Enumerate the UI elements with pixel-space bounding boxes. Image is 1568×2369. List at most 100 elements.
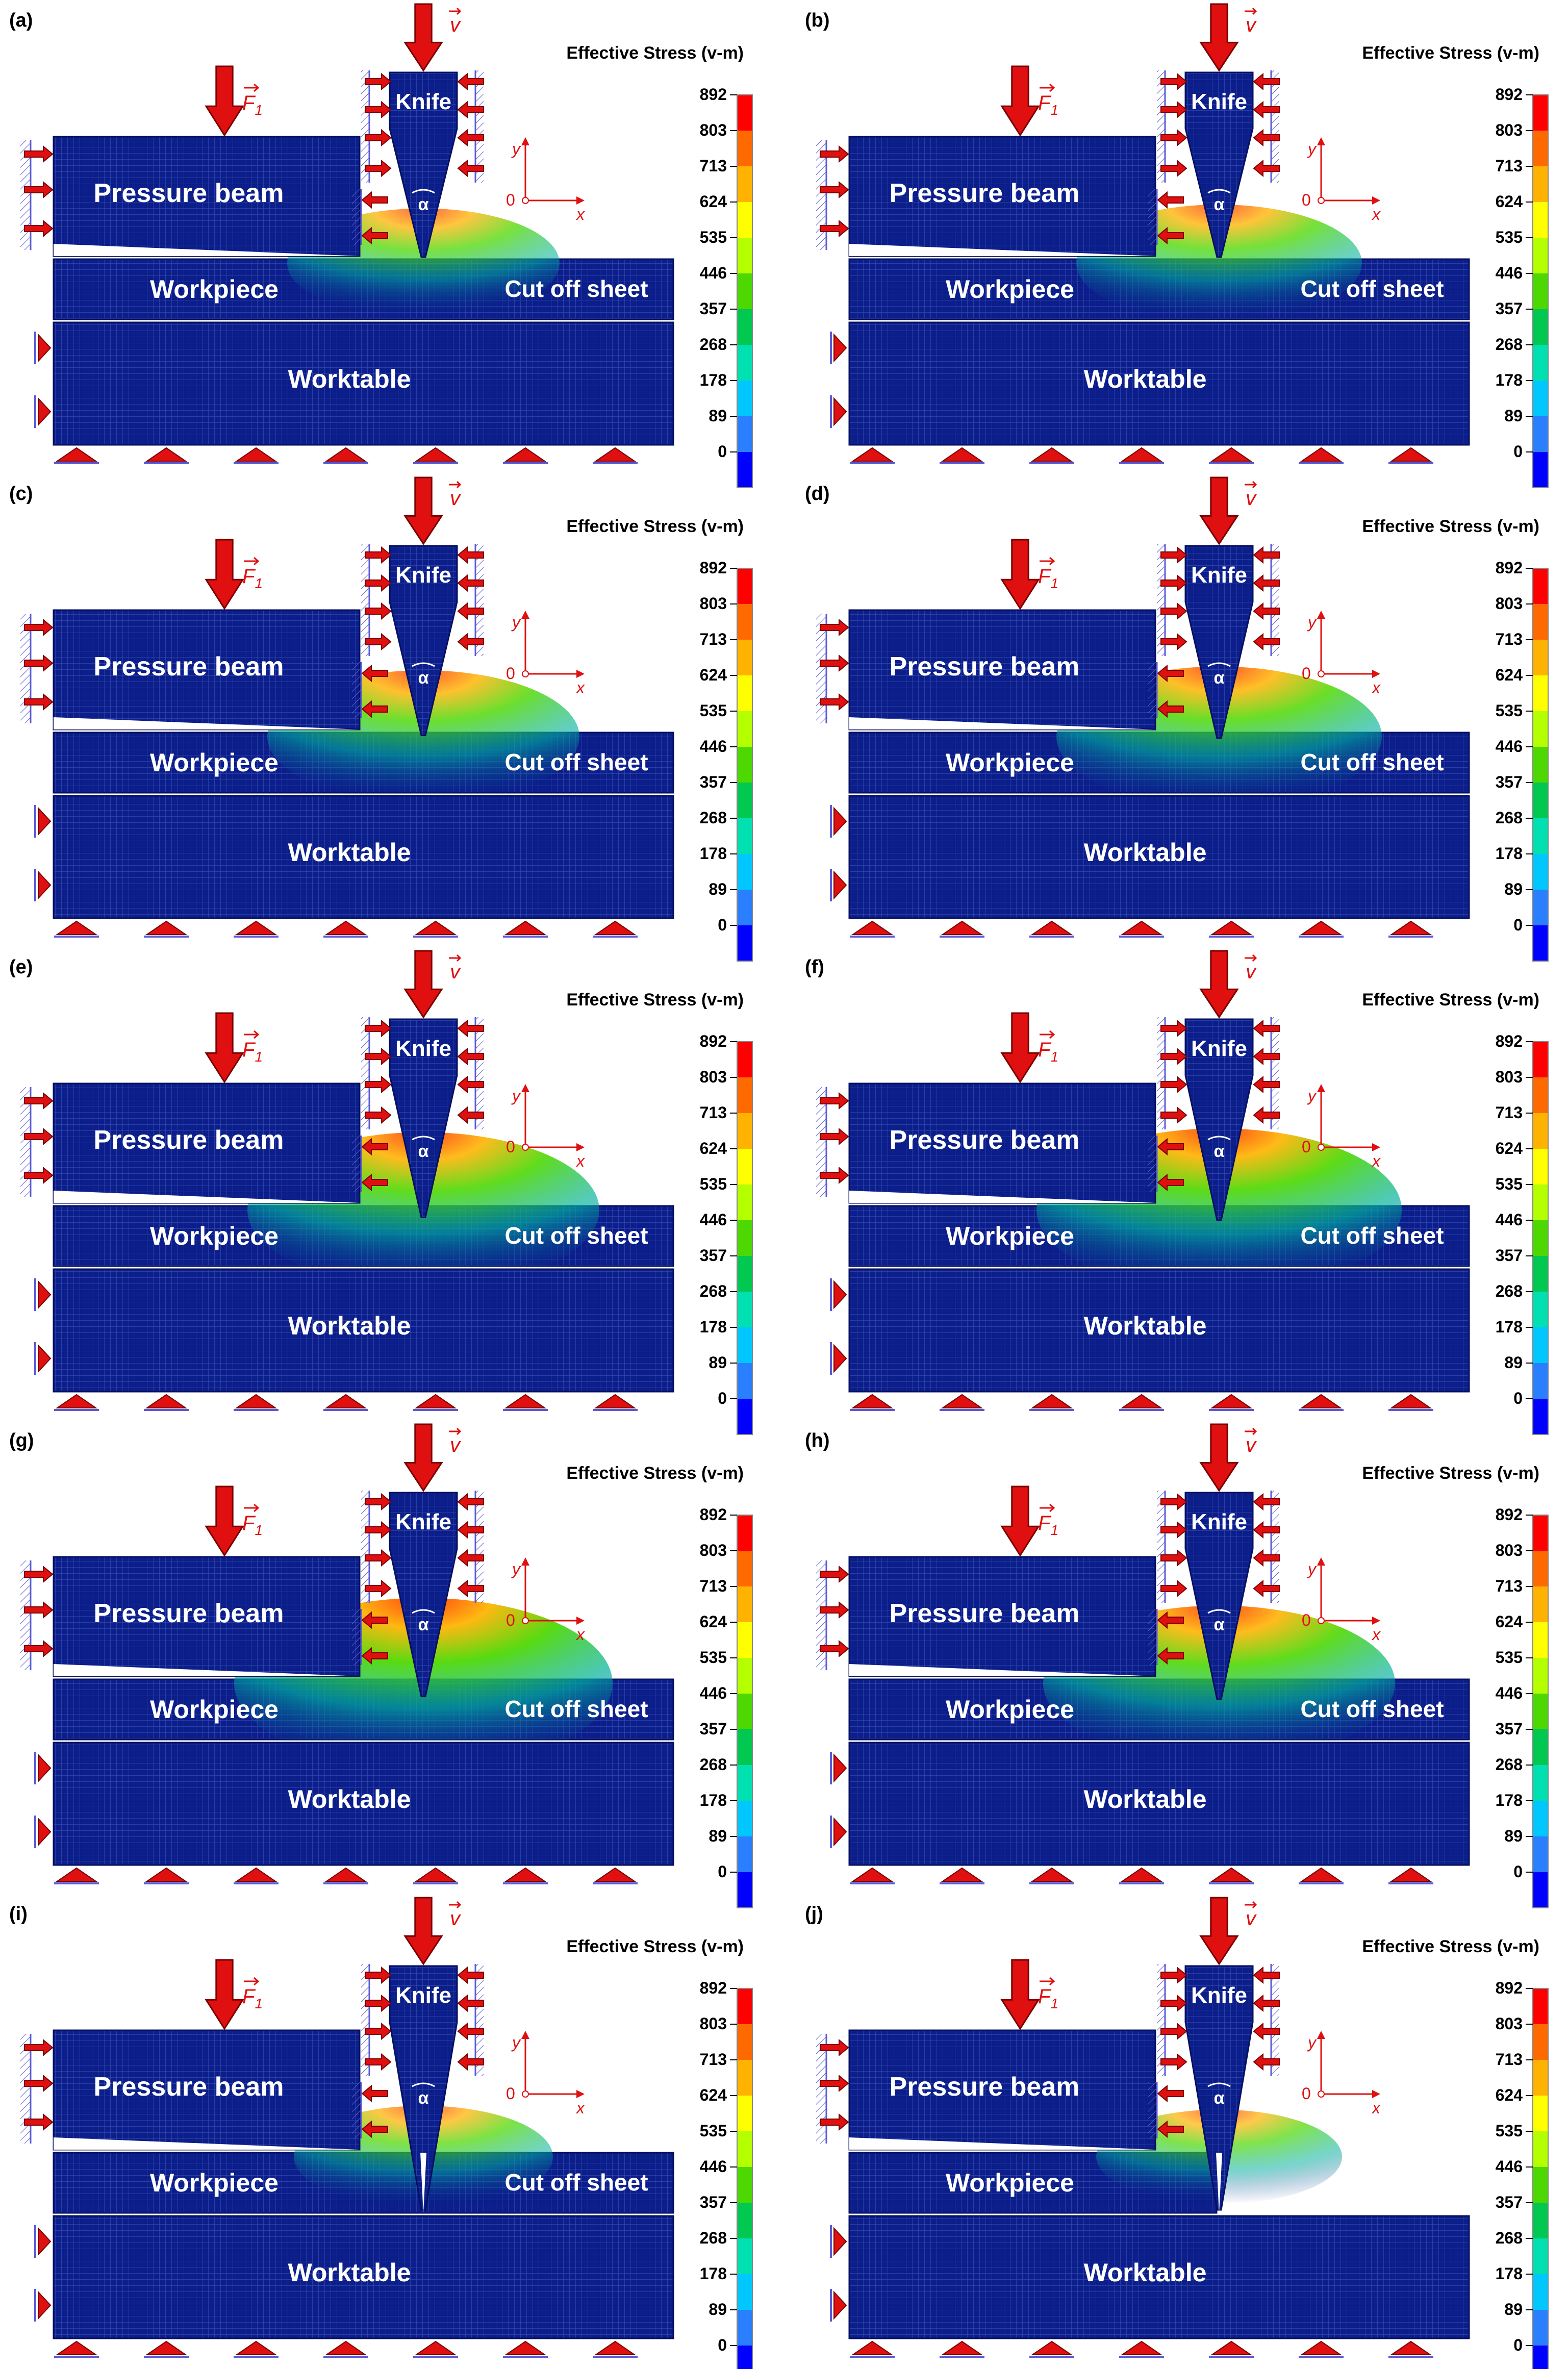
constraint-arrow <box>820 145 849 163</box>
y-axis-label: y <box>1307 613 1317 632</box>
legend-color-swatch <box>737 1077 752 1113</box>
velocity-arrow <box>403 950 443 1019</box>
worktable-label: Worktable <box>288 838 411 867</box>
legend-value: 713 <box>1496 630 1523 648</box>
constraint-hatch <box>1148 2082 1157 2138</box>
constraint-arrow <box>1160 1493 1187 1511</box>
legend-value: 268 <box>700 1282 727 1300</box>
constraint-arrow <box>361 191 388 209</box>
legend-color-swatch <box>1533 568 1548 604</box>
x-axis-label: x <box>575 1625 585 1644</box>
legend-value: 268 <box>1496 809 1523 827</box>
constraint-hatch <box>361 70 369 183</box>
constraint-hatch <box>20 1087 31 1197</box>
panel-tag: (j) <box>805 1903 823 1925</box>
constraint-arrow <box>24 618 54 637</box>
legend-color-swatch <box>737 345 752 381</box>
legend-color-swatch <box>737 2238 752 2274</box>
legend-color-swatch <box>1533 854 1548 890</box>
constraint-arrow <box>24 2074 54 2093</box>
worktable-label: Worktable <box>288 1785 411 1813</box>
legend-value: 446 <box>700 2157 727 2176</box>
force-arrow-f1 <box>1000 1959 1040 2030</box>
legend-bar-outline <box>1532 1515 1549 1908</box>
legend-value: 535 <box>700 228 727 246</box>
vector-overbar <box>1040 83 1055 92</box>
vector-overbar <box>449 1427 462 1435</box>
legend-color-swatch <box>1533 309 1548 345</box>
panel-tag: (c) <box>9 483 33 505</box>
legend-color-swatch <box>737 2096 752 2131</box>
support-triangle <box>1120 1867 1163 1882</box>
legend-color-swatch <box>737 2131 752 2167</box>
constraint-arrow <box>820 1092 849 1110</box>
constraint-arrow <box>361 2120 388 2138</box>
interface-line <box>53 794 674 796</box>
vector-overbar <box>244 1503 260 1513</box>
pressure-beam-mesh <box>848 1082 1156 1204</box>
side-support-triangle <box>38 1753 52 1783</box>
axis-origin-mark <box>1318 2090 1325 2098</box>
legend-value: 0 <box>718 1862 727 1881</box>
pressure-beam-gap <box>849 1191 1155 1203</box>
force-arrow-f1 <box>1000 1012 1040 1083</box>
legend-color-swatch <box>1533 783 1548 818</box>
worktable-label: Worktable <box>1084 1785 1207 1813</box>
side-support-triangle <box>38 870 52 900</box>
vector-overbar <box>1040 1030 1055 1039</box>
legend-color-swatch <box>1533 2274 1548 2310</box>
legend-color-swatch <box>737 1327 752 1363</box>
legend-value: 178 <box>1496 1791 1523 1809</box>
legend-color-swatch <box>1533 416 1548 452</box>
legend-value: 892 <box>700 1032 727 1050</box>
legend-color-swatch <box>737 1658 752 1694</box>
legend-value: 803 <box>700 1541 727 1559</box>
alpha-arc <box>1207 1609 1231 1614</box>
legend-color-swatch <box>1533 2203 1548 2238</box>
support-triangle <box>235 920 277 935</box>
support-triangle <box>941 447 983 462</box>
worktable-outline <box>848 2215 1470 2339</box>
interface-line <box>53 1267 674 1269</box>
legend-color-swatch <box>1533 2346 1548 2369</box>
worktable-label: Worktable <box>288 838 411 867</box>
constraint-arrow <box>1160 1106 1187 1124</box>
legend-color-swatch <box>737 1220 752 1256</box>
worktable-mesh-overlay <box>54 1743 673 1778</box>
support-triangle <box>414 920 457 935</box>
legend-color-swatch <box>1533 2238 1548 2274</box>
legend-value: 892 <box>700 1979 727 1997</box>
side-support-triangle <box>833 333 847 363</box>
worktable-outline <box>53 2215 674 2339</box>
legend-color-swatch <box>1533 1765 1548 1801</box>
legend-value: 446 <box>1496 264 1523 282</box>
constraint-arrow <box>1253 1019 1280 1038</box>
legend-title: Effective Stress (v-m) <box>1362 517 1539 536</box>
legend-value: 0 <box>718 1389 727 1407</box>
constraint-hatch <box>816 2034 826 2144</box>
support-triangle <box>851 1394 894 1408</box>
constraint-arrow <box>457 1493 484 1511</box>
vector-overbar <box>449 7 462 15</box>
legend-color-swatch <box>1533 381 1548 416</box>
force-label: F1 <box>1038 92 1058 118</box>
constraint-arrow <box>365 72 392 91</box>
constraint-arrow <box>457 100 484 119</box>
legend-value: 624 <box>700 2086 727 2104</box>
origin-label: 0 <box>1302 2084 1311 2103</box>
axis-origin-mark <box>522 1144 529 1151</box>
legend-color-swatch <box>737 925 752 961</box>
y-axis-head <box>1317 137 1325 145</box>
legend-value: 89 <box>709 2300 727 2318</box>
alpha-label: α <box>1214 1142 1225 1161</box>
legend-color-swatch <box>1533 202 1548 238</box>
legend-color-swatch <box>1533 2096 1548 2131</box>
constraint-arrow <box>365 1047 392 1066</box>
y-axis-head <box>521 611 529 619</box>
legend-value: 446 <box>700 1684 727 1702</box>
axis-origin-mark <box>522 1617 529 1624</box>
legend-color-swatch <box>737 2167 752 2203</box>
